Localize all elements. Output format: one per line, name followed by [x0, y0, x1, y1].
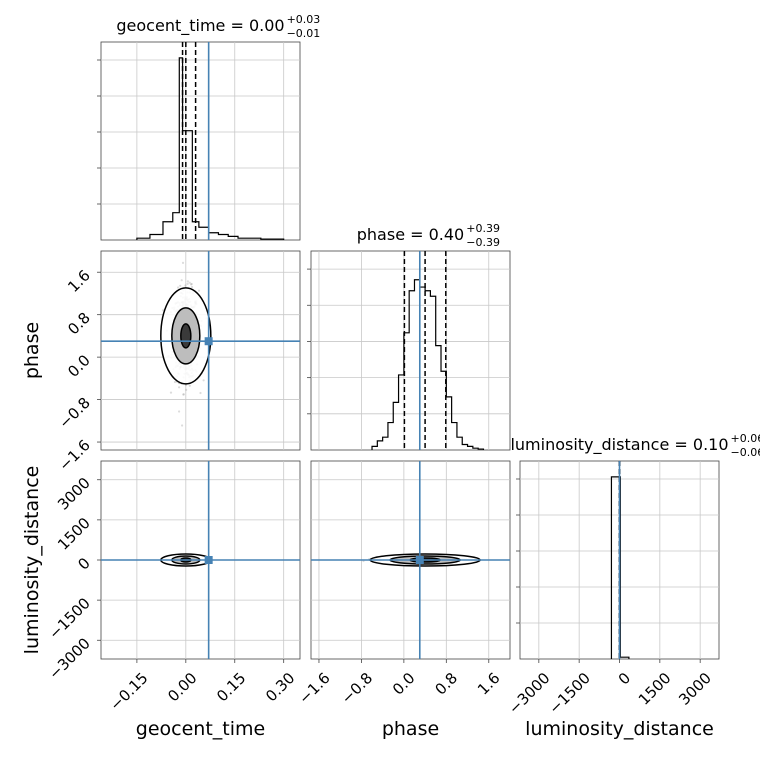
scatter-geocent-time-vs-phase-point	[181, 424, 184, 427]
hist-phase-title-plus: +0.39	[466, 222, 500, 235]
scatter-geocent-time-vs-phase-contour-2	[180, 323, 192, 349]
xlabel-luminosity-distance: luminosity_distance	[525, 718, 714, 740]
scatter-geocent-time-vs-phase-point	[173, 380, 177, 384]
scatter-geocent-time-vs-phase-point	[182, 393, 185, 396]
scatter-phase-vs-luminosity-distance-truth-marker	[415, 556, 424, 564]
hist-luminosity-distance-title-minus: −0.06	[731, 446, 760, 459]
ytick-label-phase-1: −0.8	[55, 394, 93, 432]
scatter-geocent-time-vs-phase-point	[162, 309, 165, 312]
scatter-geocent-time-vs-phase-point	[181, 261, 185, 264]
ytick-label-phase-4: 1.6	[64, 266, 94, 296]
scatter-geocent-time-vs-phase-point	[190, 285, 194, 289]
scatter-geocent-time-vs-phase-point	[178, 386, 181, 389]
ytick-label-luminosity-distance-4: 3000	[54, 474, 94, 514]
scatter-geocent-time-vs-phase-point	[169, 391, 173, 394]
scatter-geocent-time-vs-phase-point	[199, 391, 202, 395]
scatter-geocent-time-vs-phase-point	[197, 289, 201, 292]
scatter-geocent-time-vs-phase-point	[179, 284, 182, 287]
scatter-geocent-time-vs-phase-point	[185, 388, 188, 391]
hist-luminosity-distance-title: luminosity_distance = 0.10	[510, 435, 728, 455]
scatter-geocent-time-vs-phase-point	[188, 281, 191, 284]
xtick-label-phase-1: −0.8	[338, 669, 376, 707]
xtick-label-geocent-time-2: 0.15	[213, 669, 249, 705]
scatter-geocent-time-vs-phase-point	[177, 286, 180, 289]
scatter-geocent-time-vs-phase-truth-marker	[204, 337, 213, 346]
scatter-geocent-time-vs-luminosity-distance-truth-marker	[204, 556, 213, 564]
ylabel-phase: phase	[21, 322, 43, 379]
hist-phase-title: phase = 0.40	[357, 225, 464, 244]
scatter-geocent-time-vs-phase-point	[202, 379, 205, 382]
xtick-label-luminosity-distance-0: −3000	[505, 669, 554, 718]
ytick-label-phase-3: 0.8	[64, 309, 94, 339]
scatter-geocent-time-vs-phase-point	[178, 410, 181, 413]
xtick-label-geocent-time-1: 0.00	[164, 669, 200, 705]
xtick-label-luminosity-distance-1: −1500	[545, 669, 594, 718]
hist-geocent-time-frame	[100, 41, 301, 241]
scatter-geocent-time-vs-phase-point	[186, 280, 189, 283]
hist-luminosity-distance-title-plus: +0.06	[731, 432, 760, 445]
xtick-label-luminosity-distance-4: 3000	[675, 669, 715, 709]
scatter-geocent-time-vs-phase-point	[186, 282, 189, 285]
scatter-geocent-time-vs-phase-point	[184, 284, 187, 287]
ytick-label-luminosity-distance-3: 1500	[54, 514, 94, 554]
hist-phase-title-minus: −0.39	[466, 236, 500, 249]
hist-geocent-time-title: geocent_time = 0.00	[116, 16, 284, 36]
xtick-label-phase-3: 0.8	[431, 669, 461, 699]
xtick-label-geocent-time-0: −0.15	[106, 669, 151, 714]
xtick-label-geocent-time-3: 0.30	[262, 669, 298, 705]
scatter-geocent-time-vs-phase-point	[190, 282, 193, 286]
ytick-label-luminosity-distance-2: 0	[74, 554, 93, 573]
ytick-label-luminosity-distance-0: −3000	[45, 634, 94, 683]
scatter-geocent-time-vs-phase-point	[188, 384, 191, 387]
xtick-label-phase-2: 0.0	[389, 669, 419, 699]
hist-phase-frame	[310, 250, 511, 451]
hist-geocent-time-title-minus: −0.01	[287, 27, 321, 40]
ytick-label-phase-0: −1.6	[55, 436, 93, 474]
scatter-geocent-time-vs-phase-point	[190, 283, 193, 286]
xlabel-geocent-time: geocent_time	[136, 718, 265, 740]
xlabel-phase: phase	[382, 718, 439, 740]
hist-luminosity-distance-step	[610, 476, 630, 659]
scatter-geocent-time-vs-phase-point	[180, 279, 183, 282]
hist-phase-step	[371, 279, 485, 450]
xtick-label-phase-4: 1.6	[474, 669, 504, 699]
xtick-label-luminosity-distance-3: 1500	[635, 669, 675, 709]
hist-geocent-time-title-plus: +0.03	[287, 13, 321, 26]
hist-geocent-time-step	[136, 57, 285, 240]
scatter-geocent-time-vs-phase-point	[182, 393, 185, 396]
xtick-label-luminosity-distance-2: 0	[615, 669, 634, 688]
xtick-label-phase-0: −1.6	[295, 669, 333, 707]
ytick-label-phase-2: 0.0	[64, 351, 94, 381]
ylabel-luminosity-distance: luminosity_distance	[21, 466, 43, 655]
ytick-label-luminosity-distance-1: −1500	[45, 594, 94, 643]
